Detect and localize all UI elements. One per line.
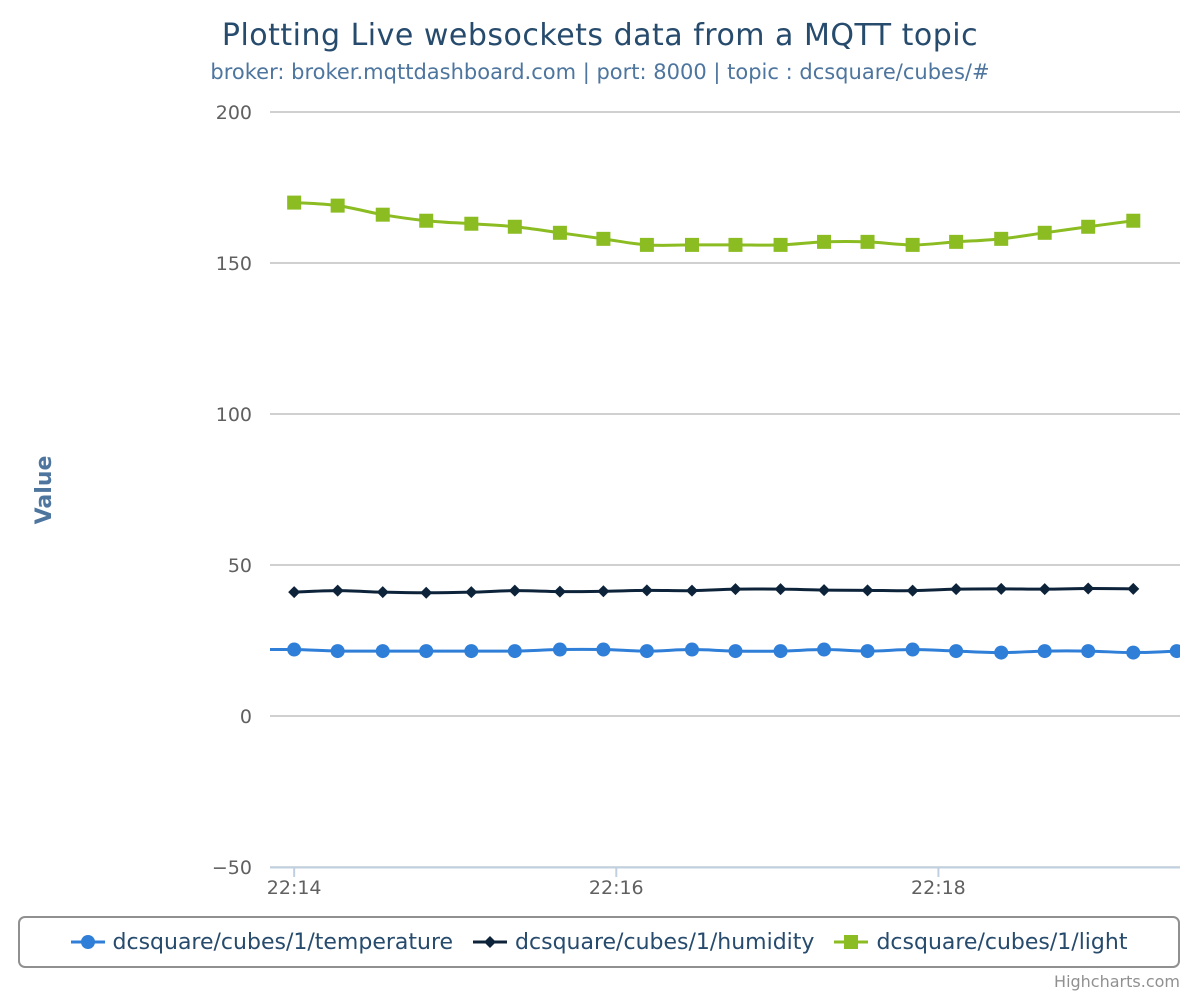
data-point: [905, 237, 920, 252]
data-point: [464, 216, 479, 231]
data-point: [464, 644, 479, 659]
y-tick-label: 200: [216, 102, 252, 124]
y-tick-label: 100: [216, 404, 252, 426]
data-point: [994, 645, 1009, 660]
chart-title: Plotting Live websockets data from a MQT…: [221, 18, 979, 53]
legend-label: dcsquare/cubes/1/temperature: [112, 929, 454, 955]
data-point: [639, 644, 654, 659]
legend-label: dcsquare/cubes/1/humidity: [515, 929, 815, 955]
series-2: [287, 195, 1141, 252]
data-point: [1169, 644, 1180, 659]
credits-link[interactable]: Highcharts.com: [1054, 972, 1180, 991]
data-point: [1081, 644, 1096, 659]
data-point: [596, 231, 611, 246]
grid: [270, 111, 1180, 868]
data-point: [773, 237, 788, 252]
data-point: [994, 231, 1009, 246]
data-point: [860, 234, 875, 249]
data-point: [949, 234, 964, 249]
data-point: [507, 219, 522, 234]
data-point: [728, 237, 743, 252]
data-point: [684, 237, 699, 252]
y-tick-label: 50: [228, 555, 252, 577]
data-point: [1037, 225, 1052, 240]
data-point: [729, 583, 742, 596]
legend-symbol-icon: [473, 936, 508, 948]
data-point: [244, 643, 258, 657]
data-point: [507, 644, 522, 659]
data-point: [685, 584, 698, 597]
legend-symbol-icon: [70, 935, 105, 949]
data-point: [818, 584, 831, 597]
legend-label: dcsquare/cubes/1/light: [876, 929, 1128, 955]
data-point: [1127, 582, 1140, 595]
data-point: [597, 585, 610, 598]
data-point: [465, 586, 478, 599]
x-tick-label: 22:18: [911, 877, 966, 899]
series-line: [294, 587, 1134, 595]
data-point: [419, 644, 434, 659]
legend-symbol-icon: [834, 935, 869, 949]
data-point: [1038, 583, 1051, 596]
data-point: [508, 584, 521, 597]
data-point: [330, 644, 345, 659]
data-point: [375, 644, 390, 659]
legend-item[interactable]: dcsquare/cubes/1/humidity: [473, 930, 814, 955]
data-point: [684, 642, 699, 657]
data-point: [376, 586, 389, 599]
data-point: [288, 586, 301, 599]
series-0: [244, 642, 1180, 660]
x-tick-label: 22:16: [589, 877, 644, 899]
data-point: [375, 207, 390, 222]
data-point: [949, 644, 964, 659]
legend-item[interactable]: dcsquare/cubes/1/light: [834, 930, 1127, 955]
data-point: [640, 584, 653, 597]
data-point: [817, 642, 832, 657]
data-point: [906, 584, 919, 597]
data-point: [995, 582, 1008, 595]
data-point: [1126, 213, 1141, 228]
data-point: [419, 213, 434, 228]
data-point: [287, 195, 302, 210]
data-point: [950, 583, 963, 596]
data-point: [774, 583, 787, 596]
y-tick-label: 150: [216, 253, 252, 275]
data-point: [331, 584, 344, 597]
y-axis-title: Value: [32, 456, 57, 525]
data-point: [1082, 582, 1095, 595]
data-point: [639, 237, 654, 252]
data-point: [905, 642, 920, 657]
data-point: [1081, 219, 1096, 234]
series-1: [288, 582, 1140, 599]
data-point: [773, 644, 788, 659]
data-point: [552, 642, 567, 657]
x-tick-label: 22:14: [267, 877, 322, 899]
chart-subtitle: broker: broker.mqttdashboard.com | port:…: [210, 60, 990, 84]
data-point: [553, 585, 566, 598]
data-point: [1126, 645, 1141, 660]
data-point: [860, 644, 875, 659]
y-tick-label: 0: [240, 706, 252, 728]
data-point: [552, 225, 567, 240]
data-point: [817, 234, 832, 249]
data-point: [1037, 644, 1052, 659]
data-point: [330, 198, 345, 213]
series: [244, 195, 1180, 660]
data-point: [287, 642, 302, 657]
data-point: [596, 642, 611, 657]
legend-item[interactable]: dcsquare/cubes/1/temperature: [70, 929, 454, 955]
data-point: [728, 644, 743, 659]
data-point: [420, 586, 433, 599]
legend: dcsquare/cubes/1/temperature dcsquare/cub…: [18, 916, 1180, 968]
series-line: [270, 647, 1177, 655]
data-point: [861, 584, 874, 597]
axes: −50 0 50 100 150 200 22:14 22:16 22:18: [212, 102, 1180, 899]
y-tick-label: −50: [212, 857, 252, 879]
